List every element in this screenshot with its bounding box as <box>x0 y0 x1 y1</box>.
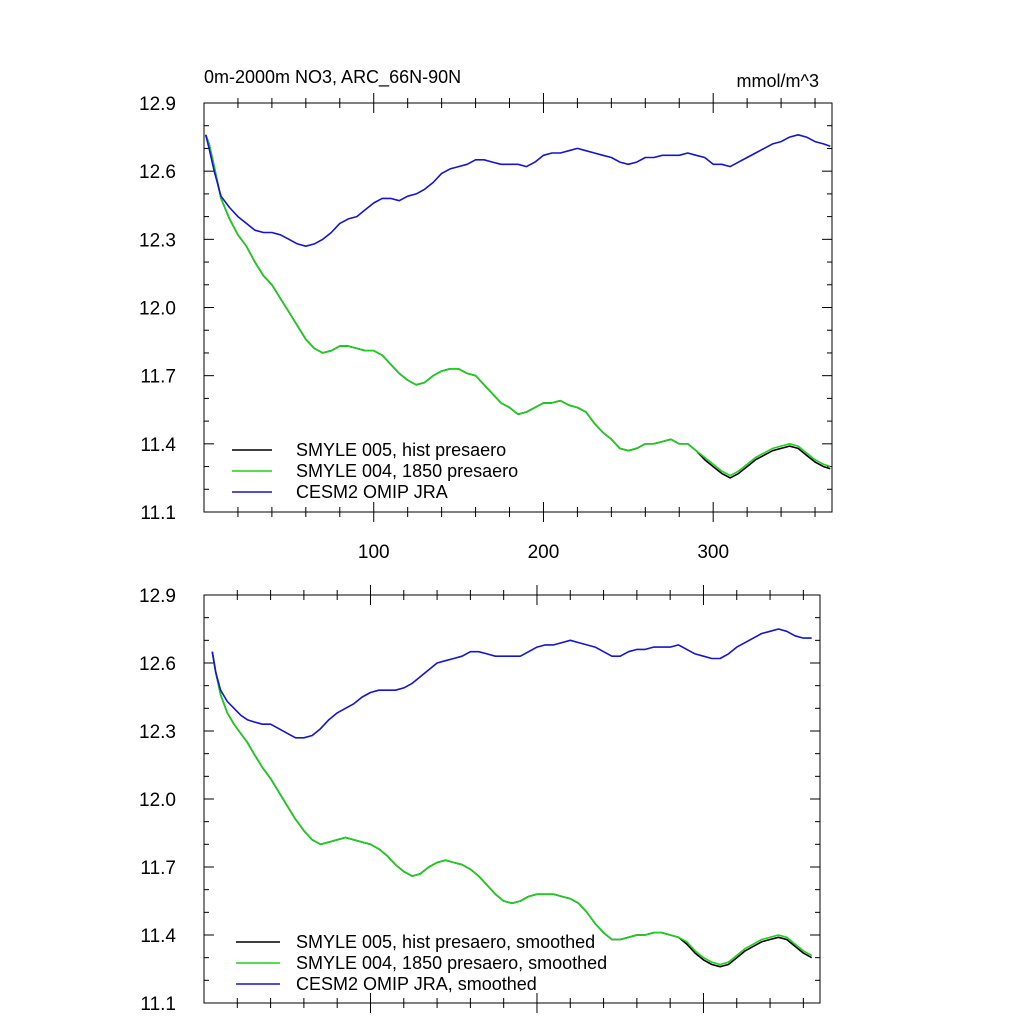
series-line-1 <box>204 134 831 479</box>
legend-label: SMYLE 005, hist presaero, smoothed <box>296 932 595 952</box>
y-tick-label: 11.7 <box>140 367 176 388</box>
y-tick-label: 12.0 <box>139 299 176 320</box>
units-label: mmol/m^3 <box>737 71 819 91</box>
x-tick-label: 200 <box>528 542 560 563</box>
y-tick-label: 12.6 <box>139 162 176 183</box>
y-tick-label: 12.3 <box>139 722 176 743</box>
y-tick-label: 12.0 <box>139 790 176 811</box>
chart-title: 0m-2000m NO3, ARC_66N-90N <box>204 67 461 88</box>
series-line-3 <box>204 134 831 247</box>
y-tick-label: 12.9 <box>139 94 176 115</box>
legend-label: SMYLE 004, 1850 presaero, smoothed <box>296 953 607 973</box>
y-tick-label: 11.7 <box>140 858 176 879</box>
series-line-1 <box>211 651 813 968</box>
series-line-2 <box>211 651 813 966</box>
panel-top: 0m-2000m NO3, ARC_66N-90N mmol/m^3 12.9 1… <box>139 67 833 563</box>
legend-label: SMYLE 004, 1850 presaero <box>296 461 518 481</box>
y-tick-label: 12.3 <box>139 230 176 251</box>
legend-label: SMYLE 005, hist presaero <box>296 440 506 460</box>
y-tick-label: 11.1 <box>140 503 176 524</box>
y-tick-label: 11.4 <box>140 926 176 947</box>
y-tick-label: 12.6 <box>139 654 176 675</box>
y-tick-label: 11.1 <box>140 994 176 1015</box>
panel-bottom: 12.9 12.6 12.3 12.0 11.7 11.4 11.1 SMYLE 005, h… <box>139 585 821 1015</box>
series-line-2 <box>204 134 831 477</box>
legend-label: CESM2 OMIP JRA, smoothed <box>296 974 537 994</box>
y-tick-label: 12.9 <box>139 586 176 607</box>
x-tick-label: 100 <box>358 542 390 563</box>
x-tick-label: 300 <box>697 542 729 563</box>
series-line-3 <box>211 628 812 739</box>
legend-label: CESM2 OMIP JRA <box>296 482 448 502</box>
y-tick-label: 11.4 <box>140 435 176 456</box>
